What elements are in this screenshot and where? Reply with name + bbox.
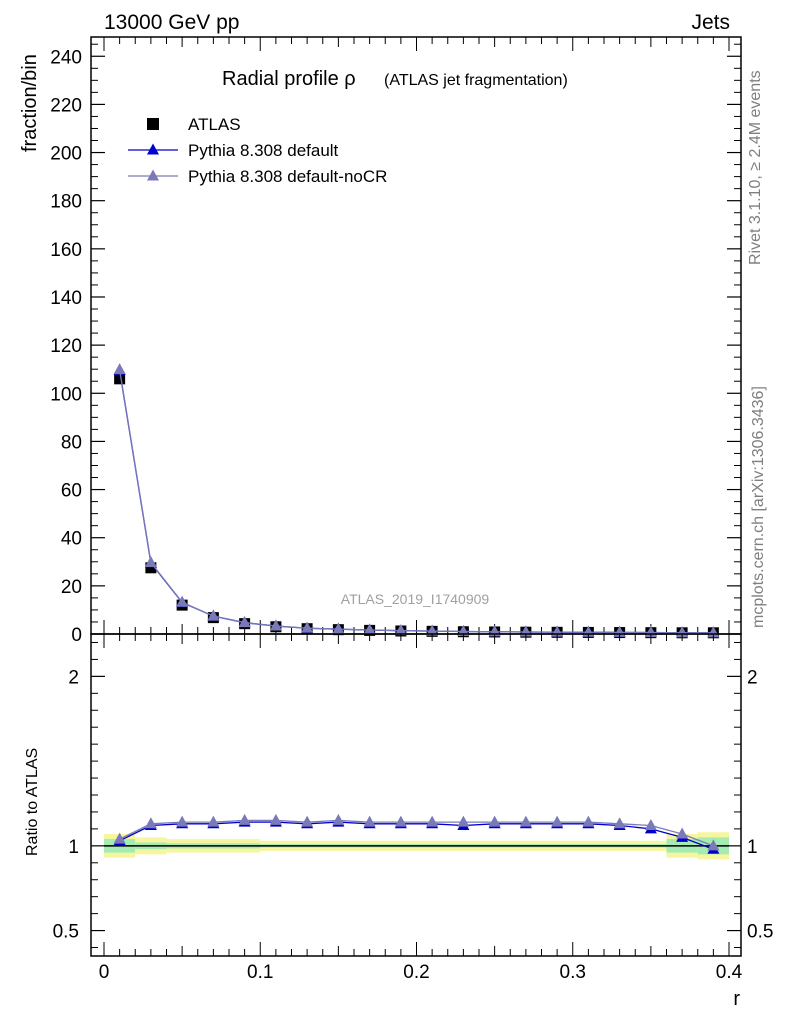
y-tick-label: 160: [50, 240, 82, 261]
y-tick-label: 40: [61, 529, 82, 550]
legend-label: Pythia 8.308 default: [188, 141, 339, 160]
ratio-point-triangle: [207, 815, 220, 827]
main-ticks: 0 20 40 60 80 100 120 140 160 180 200 220 240: [50, 37, 741, 646]
data-point-square: [114, 373, 126, 385]
ratio-line: [119, 819, 714, 847]
ratio-point-triangle: [301, 815, 314, 827]
y-tick-label: 20: [61, 577, 82, 598]
ratio-y-tick-label: 1: [68, 837, 79, 858]
data-point-triangle: [301, 621, 314, 633]
x-tick-label: 0.1: [247, 962, 273, 983]
x-tick-label: 0.2: [403, 962, 429, 983]
y-tick-label: 180: [50, 192, 82, 213]
x-tick-label: 0.4: [716, 962, 743, 983]
y-tick-label: 100: [50, 384, 82, 405]
ratio-y-tick-label: 2: [68, 667, 79, 688]
ratio-panel: 0.5 0.5 1 1 2 2 0 0.1 0.2 0.3 0.4 Ratio to ATLAS r: [24, 633, 773, 1010]
y-axis-label: fraction/bin: [19, 54, 41, 152]
ratio-point-triangle: [613, 817, 626, 829]
ratio-y-axis-label: Ratio to ATLAS: [24, 748, 41, 856]
ratio-point-triangle: [551, 815, 564, 827]
ratio-ticks: 0.5 0.5 1 1 2 2 0 0.1 0.2 0.3 0.4: [53, 634, 773, 983]
ratio-point-triangle: [113, 832, 126, 844]
data-point-square: [145, 562, 157, 574]
main-panel: 0 20 40 60 80 100 120 140 160 180 200 220 240 Radial…: [19, 36, 742, 646]
main-title: Radial profile ρ: [222, 68, 356, 90]
x-tick-label: 0.3: [560, 962, 586, 983]
data-point-triangle: [426, 624, 439, 636]
y-tick-label: 80: [61, 432, 82, 453]
ratio-y-tick-label-right: 2: [747, 667, 758, 688]
ratio-axes: [90, 633, 742, 957]
data-point-triangle: [144, 556, 157, 568]
ratio-series-1: [113, 813, 720, 851]
y-tick-label: 220: [50, 95, 82, 116]
data-point-triangle: [363, 623, 376, 635]
ratio-frame: [90, 633, 742, 957]
ratio-point-triangle: [488, 815, 501, 827]
ratio-point-triangle: [144, 817, 157, 829]
y-tick-label: 240: [50, 47, 82, 68]
y-tick-label: 120: [50, 336, 82, 357]
legend-label: ATLAS: [188, 115, 241, 134]
ratio-point-triangle: [238, 813, 251, 825]
data-point-triangle: [457, 624, 470, 636]
y-tick-label: 0: [71, 625, 82, 646]
ratio-point-triangle: [332, 813, 345, 825]
data-point-triangle: [207, 609, 220, 621]
data-point-triangle: [113, 363, 126, 375]
rivet-label: Rivet 3.1.10, ≥ 2.4M events: [747, 70, 764, 265]
header-left: 13000 GeV pp: [104, 11, 239, 34]
ratio-point-triangle: [707, 839, 720, 851]
ratio-line: [119, 821, 714, 850]
ratio-series: [113, 813, 720, 854]
y-tick-label: 200: [50, 144, 82, 165]
mcplots-label: mcplots.cern.ch [arXiv:1306.3436]: [750, 386, 767, 628]
legend-marker-square: [147, 118, 159, 130]
x-axis-label: r: [733, 988, 740, 1010]
ratio-point-triangle: [519, 815, 532, 827]
ratio-y-tick-label-right: 1: [747, 837, 758, 858]
data-point-triangle: [332, 622, 345, 634]
ratio-point-triangle: [363, 815, 376, 827]
header-right: Jets: [691, 11, 730, 34]
ratio-point-triangle: [394, 815, 407, 827]
main-subtitle: (ATLAS jet fragmentation): [384, 72, 568, 89]
ratio-point-triangle: [426, 815, 439, 827]
legend-marker-triangle: [147, 169, 159, 181]
ratio-point-triangle: [582, 815, 595, 827]
data-point-triangle: [394, 624, 407, 636]
series-line: [118, 369, 714, 634]
ratio-y-tick-label-right: 0.5: [747, 922, 773, 943]
data-point-triangle: [176, 595, 189, 607]
data-point-triangle: [269, 619, 282, 631]
ratio-point-triangle: [457, 815, 470, 827]
ratio-point-triangle: [269, 813, 282, 825]
y-tick-label: 60: [61, 481, 82, 502]
x-tick-label: 0: [99, 962, 110, 983]
ratio-point-triangle: [644, 819, 657, 831]
legend: ATLAS Pythia 8.308 default Pythia 8.308 de…: [128, 115, 387, 186]
ratio-y-tick-label: 0.5: [53, 922, 79, 943]
ratio-point-triangle: [676, 827, 689, 839]
ratio-point-triangle: [176, 815, 189, 827]
watermark: ATLAS_2019_I1740909: [341, 591, 490, 607]
data-point-triangle: [238, 616, 251, 628]
legend-marker-triangle: [147, 143, 159, 155]
y-tick-label: 140: [50, 288, 82, 309]
ratio-bands: [104, 832, 729, 860]
legend-label: Pythia 8.308 default-noCR: [188, 167, 387, 186]
